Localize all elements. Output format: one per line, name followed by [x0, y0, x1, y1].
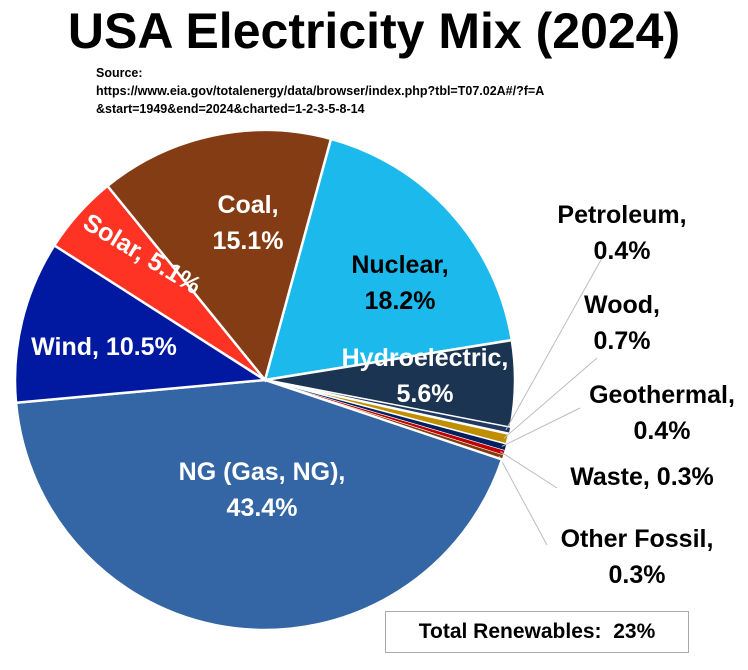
data-label: NG (Gas, NG), 43.4%: [179, 458, 346, 522]
pie-slice-nuclear: [263, 137, 514, 382]
leader-line: [498, 455, 548, 546]
data-label-line: 18.2%: [365, 287, 436, 315]
data-label-line: 15.1%: [213, 227, 284, 255]
data-label-line: Geothermal,: [589, 381, 735, 409]
source-note: Source: https://www.eia.gov/totalenergy/…: [96, 64, 544, 118]
data-label-line: Waste, 0.3%: [570, 463, 714, 491]
leader-line: [500, 451, 558, 489]
leader-line: [501, 407, 581, 447]
data-label-line: 0.7%: [594, 327, 651, 355]
data-label: Waste, 0.3%: [570, 463, 714, 491]
pie-slice-ng-gas-ng: [14, 378, 504, 632]
data-label: Wind, 10.5%: [31, 333, 177, 361]
data-label-line: Other Fossil,: [561, 525, 714, 553]
data-label-line: 0.3%: [609, 561, 666, 589]
data-label-line: Hydroelectric,: [342, 344, 509, 372]
data-label-line: Nuclear,: [351, 251, 448, 279]
pie-slice-coal: [105, 128, 333, 383]
data-label-line: Wood,: [584, 291, 660, 319]
data-label-line: 5.6%: [397, 380, 454, 408]
leader-line: [505, 257, 603, 431]
data-label: Petroleum, 0.4%: [557, 201, 686, 265]
data-label-line: NG (Gas, NG),: [179, 458, 346, 486]
data-label: Nuclear, 18.2%: [351, 251, 448, 315]
leader-line: [503, 357, 598, 439]
data-label: Coal, 15.1%: [213, 191, 284, 255]
data-label: Other Fossil, 0.3%: [561, 525, 714, 589]
data-label-line: 0.4%: [634, 417, 691, 445]
data-label: Wood, 0.7%: [584, 291, 660, 355]
data-label: Hydroelectric, 5.6%: [342, 344, 509, 408]
data-label-line: Coal,: [217, 191, 278, 219]
data-label: Geothermal, 0.4%: [589, 381, 735, 445]
chart-title: USA Electricity Mix (2024): [67, 3, 681, 59]
pie-slice-wind: [13, 243, 269, 405]
source-line: https://www.eia.gov/totalenergy/data/bro…: [96, 84, 545, 98]
data-label-line: 43.4%: [227, 494, 298, 522]
source-line: Source:: [96, 66, 143, 80]
data-label-line: 0.4%: [594, 237, 651, 265]
data-label-line: Petroleum,: [557, 201, 686, 229]
total-renewables-box: Total Renewables: 23%: [385, 611, 689, 653]
source-line: &start=1949&end=2024&charted=1-2-3-5-8-1…: [96, 102, 365, 116]
data-label-line: Wind, 10.5%: [31, 333, 177, 361]
